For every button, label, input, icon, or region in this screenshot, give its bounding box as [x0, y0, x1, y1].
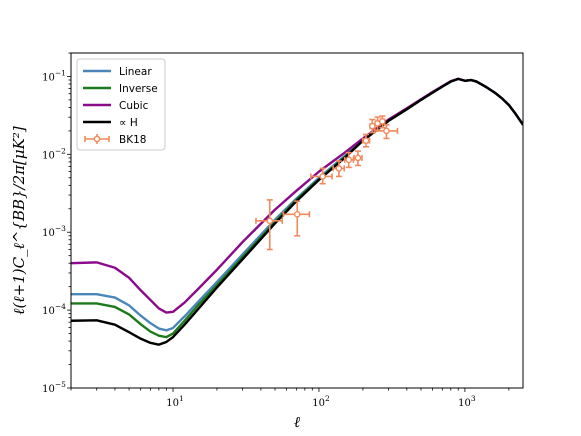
bk18-errorbar-layer — [255, 115, 399, 251]
bk18-point — [373, 123, 399, 140]
y-tick-label: 10−1 — [42, 68, 66, 83]
y-axis-label: ℓ(ℓ+1)C_ℓ^{BB}/2π[μK²] — [10, 126, 28, 315]
y-tick-label: 10−4 — [42, 302, 66, 317]
x-tick-label: 101 — [166, 394, 184, 409]
y-tick-label: 10−3 — [42, 224, 66, 239]
legend-label: BK18 — [119, 134, 146, 146]
legend-label: Inverse — [119, 83, 158, 95]
legend: Linear Inverse Cubic ∝ H BK18 — [76, 58, 166, 151]
bk18-point — [282, 200, 311, 237]
legend-box — [76, 58, 166, 151]
bk18-point — [310, 167, 333, 185]
y-tick-label: 10−2 — [42, 146, 66, 161]
legend-label: ∝ H — [119, 117, 138, 129]
bk18-point — [343, 151, 355, 169]
x-tick-label: 103 — [458, 394, 476, 409]
legend-label: Cubic — [119, 100, 149, 112]
bk18-point — [332, 160, 346, 178]
legend-swatch-bk18 — [84, 134, 110, 144]
y-tick-label: 10−5 — [42, 380, 66, 395]
series-layer — [71, 77, 523, 346]
bk18-point — [353, 150, 363, 167]
plot-frame — [70, 52, 524, 389]
bk18-point — [379, 115, 386, 129]
bk18-point — [255, 199, 284, 251]
x-tick-label: 102 — [312, 394, 330, 409]
series-line-3 — [71, 77, 523, 346]
legend-label: Linear — [119, 66, 152, 78]
ticks-layer: 101 102 103 10−5 10−4 10−3 10−2 10−1 — [42, 52, 510, 409]
bk18-point — [361, 133, 371, 148]
x-axis-label: ℓ — [294, 413, 300, 431]
